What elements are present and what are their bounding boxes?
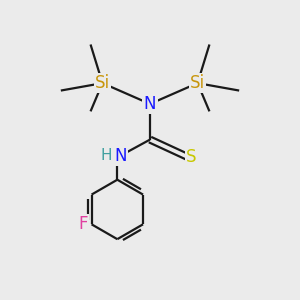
Text: Si: Si — [95, 74, 110, 92]
Text: H: H — [100, 148, 112, 164]
Text: F: F — [78, 215, 87, 233]
Text: S: S — [186, 148, 197, 166]
Text: N: N — [144, 95, 156, 113]
Text: N: N — [114, 147, 127, 165]
Text: Si: Si — [190, 74, 205, 92]
